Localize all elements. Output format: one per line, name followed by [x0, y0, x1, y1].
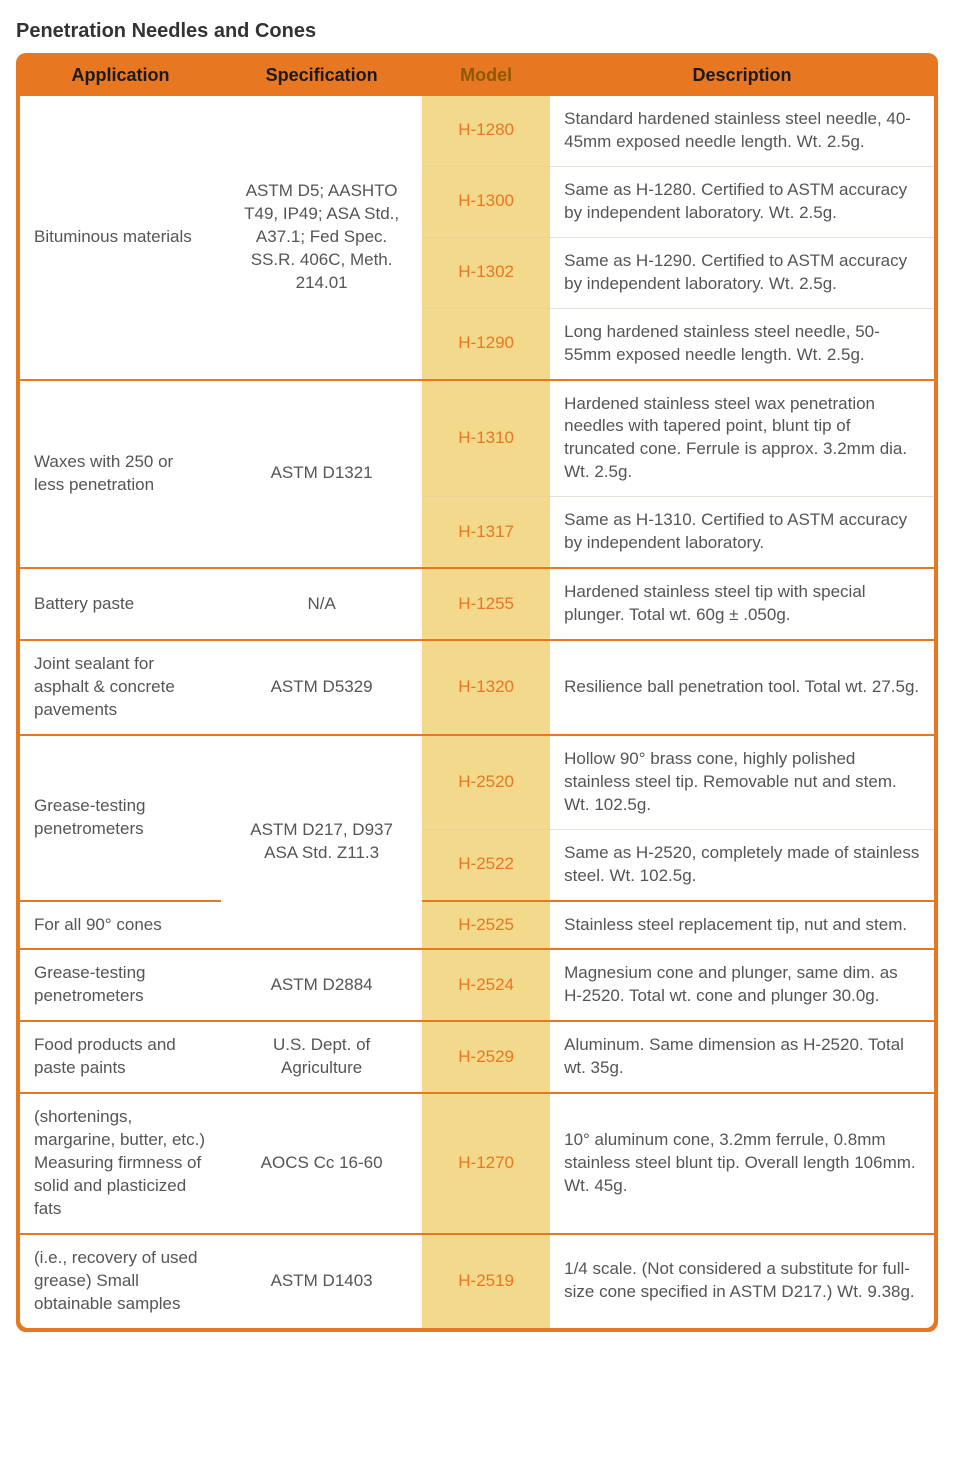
- cell-description: Same as H-1280. Certified to ASTM accura…: [550, 166, 934, 237]
- cell-specification: ASTM D2884: [221, 948, 422, 1020]
- cell-description: Resilience ball penetration tool. Total …: [550, 639, 934, 734]
- cell-application: Joint sealant for asphalt & concrete pav…: [20, 639, 221, 734]
- cell-specification: AOCS Cc 16-60: [221, 1092, 422, 1233]
- cell-description: Standard hardened stainless steel needle…: [550, 96, 934, 166]
- cell-model: H-2525: [422, 900, 550, 949]
- cell-model: H-2519: [422, 1233, 550, 1328]
- cell-application: Grease-testing penetrometers: [20, 948, 221, 1020]
- table-row: For all 90° cones H-2525Stainless steel r…: [20, 900, 934, 949]
- cell-description: Magnesium cone and plunger, same dim. as…: [550, 948, 934, 1020]
- table-row: Food products and paste paintsU.S. Dept.…: [20, 1020, 934, 1092]
- table-row: Grease-testing penetrometersASTM D217, D…: [20, 734, 934, 829]
- table-header-row: Application Specification Model Descript…: [20, 57, 934, 96]
- page-title: Penetration Needles and Cones: [16, 20, 938, 43]
- table-container: Application Specification Model Descript…: [16, 53, 938, 1332]
- cell-specification: U.S. Dept. of Agriculture: [221, 1020, 422, 1092]
- cell-description: Same as H-1310. Certified to ASTM accura…: [550, 496, 934, 567]
- cell-model: H-1300: [422, 166, 550, 237]
- col-header-application: Application: [20, 57, 221, 96]
- cell-application: (shortenings, margarine, butter, etc.) M…: [20, 1092, 221, 1233]
- cell-specification: ASTM D1403: [221, 1233, 422, 1328]
- cell-description: Same as H-1290. Certified to ASTM accura…: [550, 237, 934, 308]
- cell-model: H-1290: [422, 308, 550, 379]
- cell-model: H-1255: [422, 567, 550, 639]
- cell-description: Hollow 90° brass cone, highly polished s…: [550, 734, 934, 829]
- cell-description: Long hardened stainless steel needle, 50…: [550, 308, 934, 379]
- cell-specification: ASTM D1321: [221, 379, 422, 568]
- cell-model: H-1302: [422, 237, 550, 308]
- table-row: Grease-testing penetrometersASTM D2884H-…: [20, 948, 934, 1020]
- cell-description: 1/4 scale. (Not considered a substitute …: [550, 1233, 934, 1328]
- cell-description: Aluminum. Same dimension as H-2520. Tota…: [550, 1020, 934, 1092]
- cell-application: For all 90° cones: [20, 900, 221, 949]
- cell-specification: ASTM D217, D937 ASA Std. Z11.3: [221, 734, 422, 949]
- col-header-model: Model: [422, 57, 550, 96]
- table-row: Waxes with 250 or less penetrationASTM D…: [20, 379, 934, 497]
- cell-model: H-1310: [422, 379, 550, 497]
- cell-application: Bituminous materials: [20, 96, 221, 379]
- table-row: Battery pasteN/AH-1255Hardened stainless…: [20, 567, 934, 639]
- cell-model: H-2529: [422, 1020, 550, 1092]
- table-row: (i.e., recovery of used grease) Small ob…: [20, 1233, 934, 1328]
- cell-application: Waxes with 250 or less penetration: [20, 379, 221, 568]
- cell-application: Food products and paste paints: [20, 1020, 221, 1092]
- cell-model: H-1280: [422, 96, 550, 166]
- cell-description: Hardened stainless steel tip with specia…: [550, 567, 934, 639]
- cell-description: Stainless steel replacement tip, nut and…: [550, 900, 934, 949]
- cell-specification: N/A: [221, 567, 422, 639]
- col-header-description: Description: [550, 57, 934, 96]
- cell-model: H-1320: [422, 639, 550, 734]
- cell-model: H-2520: [422, 734, 550, 829]
- cell-model: H-1317: [422, 496, 550, 567]
- cell-application: (i.e., recovery of used grease) Small ob…: [20, 1233, 221, 1328]
- cell-model: H-2522: [422, 829, 550, 900]
- cell-specification: ASTM D5; AASHTO T49, IP49; ASA Std., A37…: [221, 96, 422, 379]
- table-row: (shortenings, margarine, butter, etc.) M…: [20, 1092, 934, 1233]
- cell-application: Battery paste: [20, 567, 221, 639]
- cell-application: Grease-testing penetrometers: [20, 734, 221, 900]
- cell-description: Same as H-2520, completely made of stain…: [550, 829, 934, 900]
- col-header-specification: Specification: [221, 57, 422, 96]
- cell-model: H-2524: [422, 948, 550, 1020]
- table-row: Joint sealant for asphalt & concrete pav…: [20, 639, 934, 734]
- cell-specification: ASTM D5329: [221, 639, 422, 734]
- cell-description: 10° aluminum cone, 3.2mm ferrule, 0.8mm …: [550, 1092, 934, 1233]
- cell-description: Hardened stainless steel wax penetration…: [550, 379, 934, 497]
- needles-cones-table: Application Specification Model Descript…: [20, 57, 934, 1328]
- cell-model: H-1270: [422, 1092, 550, 1233]
- table-row: Bituminous materialsASTM D5; AASHTO T49,…: [20, 96, 934, 166]
